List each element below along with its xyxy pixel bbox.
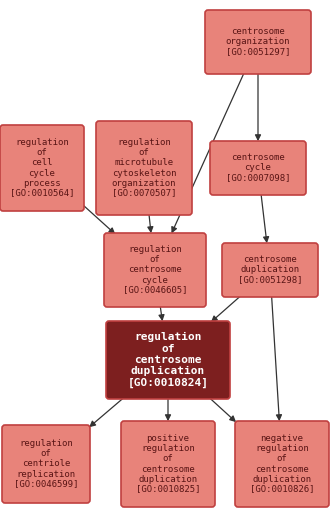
FancyBboxPatch shape xyxy=(104,233,206,307)
FancyBboxPatch shape xyxy=(121,421,215,507)
FancyBboxPatch shape xyxy=(2,425,90,503)
Text: negative
regulation
of
centrosome
duplication
[GO:0010826]: negative regulation of centrosome duplic… xyxy=(250,434,314,494)
Text: centrosome
duplication
[GO:0051298]: centrosome duplication [GO:0051298] xyxy=(238,256,302,285)
Text: positive
regulation
of
centrosome
duplication
[GO:0010825]: positive regulation of centrosome duplic… xyxy=(136,434,200,494)
Text: regulation
of
centrosome
duplication
[GO:0010824]: regulation of centrosome duplication [GO… xyxy=(128,332,208,388)
FancyBboxPatch shape xyxy=(106,321,230,399)
FancyBboxPatch shape xyxy=(0,125,84,211)
FancyBboxPatch shape xyxy=(205,10,311,74)
Text: regulation
of
microtubule
cytoskeleton
organization
[GO:0070507]: regulation of microtubule cytoskeleton o… xyxy=(112,138,176,198)
Text: regulation
of
centrosome
cycle
[GO:0046605]: regulation of centrosome cycle [GO:00466… xyxy=(123,245,187,294)
Text: regulation
of
centriole
replication
[GO:0046599]: regulation of centriole replication [GO:… xyxy=(14,440,78,488)
Text: centrosome
cycle
[GO:0007098]: centrosome cycle [GO:0007098] xyxy=(226,154,290,182)
FancyBboxPatch shape xyxy=(235,421,329,507)
Text: centrosome
organization
[GO:0051297]: centrosome organization [GO:0051297] xyxy=(226,27,290,57)
FancyBboxPatch shape xyxy=(96,121,192,215)
FancyBboxPatch shape xyxy=(210,141,306,195)
FancyBboxPatch shape xyxy=(222,243,318,297)
Text: regulation
of
cell
cycle
process
[GO:0010564]: regulation of cell cycle process [GO:001… xyxy=(10,138,74,198)
